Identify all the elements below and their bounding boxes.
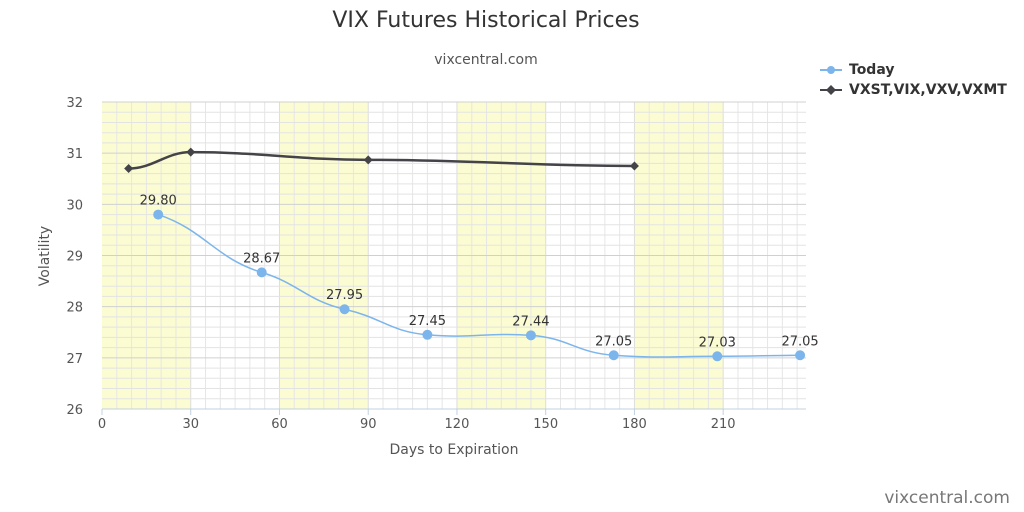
data-label: 29.80 [140,194,177,209]
data-label: 27.95 [326,288,363,303]
x-tick-label: 180 [622,417,647,432]
data-point-marker [525,330,536,341]
x-tick-label: 210 [711,417,736,432]
x-axis-title: Days to Expiration [390,442,519,458]
series-lines [124,147,806,362]
x-tick-label: 30 [182,417,199,432]
chart-subtitle: vixcentral.com [434,52,538,68]
data-point-marker [629,161,639,171]
y-tick-label: 30 [66,198,83,213]
data-label: 27.05 [781,334,818,349]
x-tick-label: 150 [533,417,558,432]
data-point-marker [795,350,806,361]
chart-title: VIX Futures Historical Prices [332,8,640,33]
x-tick-label: 90 [360,417,377,432]
series-line-term-structure [128,150,635,170]
data-point-marker [363,155,373,165]
y-tick-label: 31 [66,147,83,162]
legend-diamond-marker-icon [820,85,842,95]
legend-item-today[interactable]: Today [820,60,1007,80]
data-point-marker [608,350,619,361]
data-point-marker [153,209,164,220]
y-tick-label: 27 [66,352,83,367]
data-label: 27.44 [512,314,549,329]
legend-label-today: Today [849,62,895,78]
data-label: 27.05 [595,334,632,349]
data-point-marker [712,351,723,362]
y-tick-label: 32 [66,96,83,111]
x-tick-label: 60 [271,417,288,432]
axes: 0 30 60 90 120 150 180 210 26 27 28 29 30 31 32 [66,96,806,432]
data-point-marker [186,147,196,157]
legend-circle-marker-icon [820,66,842,74]
data-point-marker [422,329,433,340]
data-point-marker [339,304,350,315]
data-labels: 29.80 28.67 27.95 27.45 27.44 27.05 27.03 27.05 [140,194,819,351]
x-tick-label: 120 [445,417,470,432]
y-tick-label: 28 [66,301,83,316]
legend-item-term-structure[interactable]: VXST,VIX,VXV,VXMT [820,80,1007,100]
y-tick-label: 29 [66,250,83,265]
legend-label-term-structure: VXST,VIX,VXV,VXMT [849,82,1007,98]
credit-link[interactable]: vixcentral.com [884,488,1010,508]
data-point-marker [124,164,134,174]
data-label: 27.03 [699,335,736,350]
data-point-marker [256,267,267,278]
legend: Today VXST,VIX,VXV,VXMT [820,60,1007,100]
y-axis-title: Volatility [37,226,53,286]
data-label: 27.45 [409,314,446,329]
y-tick-label: 26 [66,403,83,418]
x-tick-label: 0 [98,417,106,432]
data-label: 28.67 [243,251,280,266]
